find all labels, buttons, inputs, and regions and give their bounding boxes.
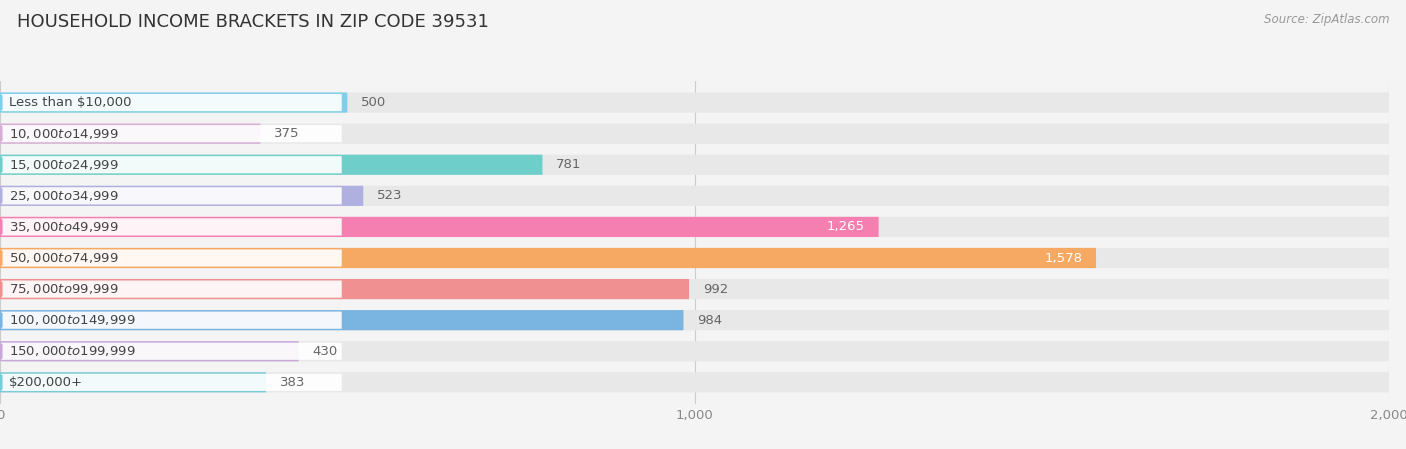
Text: 781: 781 (557, 158, 582, 171)
FancyBboxPatch shape (0, 154, 1389, 175)
FancyBboxPatch shape (0, 217, 879, 237)
FancyBboxPatch shape (0, 92, 1389, 113)
Text: 383: 383 (280, 376, 305, 389)
FancyBboxPatch shape (1, 343, 342, 360)
FancyBboxPatch shape (0, 310, 1389, 330)
FancyBboxPatch shape (0, 123, 260, 144)
FancyBboxPatch shape (0, 123, 1389, 144)
Text: 500: 500 (361, 96, 387, 109)
Text: $35,000 to $49,999: $35,000 to $49,999 (8, 220, 118, 234)
FancyBboxPatch shape (0, 92, 347, 113)
FancyBboxPatch shape (1, 281, 342, 298)
FancyBboxPatch shape (0, 310, 683, 330)
Text: Source: ZipAtlas.com: Source: ZipAtlas.com (1264, 13, 1389, 26)
FancyBboxPatch shape (1, 218, 342, 236)
Text: 375: 375 (274, 127, 299, 140)
Text: 430: 430 (312, 345, 337, 358)
Text: HOUSEHOLD INCOME BRACKETS IN ZIP CODE 39531: HOUSEHOLD INCOME BRACKETS IN ZIP CODE 39… (17, 13, 489, 31)
FancyBboxPatch shape (0, 248, 1389, 268)
Text: $10,000 to $14,999: $10,000 to $14,999 (8, 127, 118, 141)
Text: $15,000 to $24,999: $15,000 to $24,999 (8, 158, 118, 172)
FancyBboxPatch shape (1, 249, 342, 267)
FancyBboxPatch shape (1, 94, 342, 111)
Text: $25,000 to $34,999: $25,000 to $34,999 (8, 189, 118, 203)
FancyBboxPatch shape (0, 186, 1389, 206)
Text: 992: 992 (703, 282, 728, 295)
Text: $150,000 to $199,999: $150,000 to $199,999 (8, 344, 135, 358)
Text: 523: 523 (377, 189, 402, 202)
FancyBboxPatch shape (0, 248, 1097, 268)
FancyBboxPatch shape (1, 125, 342, 142)
Text: Less than $10,000: Less than $10,000 (8, 96, 131, 109)
Text: $100,000 to $149,999: $100,000 to $149,999 (8, 313, 135, 327)
Text: $50,000 to $74,999: $50,000 to $74,999 (8, 251, 118, 265)
FancyBboxPatch shape (0, 217, 1389, 237)
FancyBboxPatch shape (0, 341, 1389, 361)
Text: $200,000+: $200,000+ (8, 376, 83, 389)
FancyBboxPatch shape (0, 279, 1389, 299)
FancyBboxPatch shape (1, 187, 342, 204)
Text: 1,265: 1,265 (827, 220, 865, 233)
Text: 1,578: 1,578 (1045, 251, 1083, 264)
FancyBboxPatch shape (0, 154, 543, 175)
FancyBboxPatch shape (0, 341, 298, 361)
FancyBboxPatch shape (1, 374, 342, 391)
FancyBboxPatch shape (1, 156, 342, 173)
FancyBboxPatch shape (1, 312, 342, 329)
FancyBboxPatch shape (0, 186, 363, 206)
FancyBboxPatch shape (0, 372, 1389, 392)
Text: 984: 984 (697, 314, 723, 327)
FancyBboxPatch shape (0, 279, 689, 299)
FancyBboxPatch shape (0, 372, 266, 392)
Text: $75,000 to $99,999: $75,000 to $99,999 (8, 282, 118, 296)
